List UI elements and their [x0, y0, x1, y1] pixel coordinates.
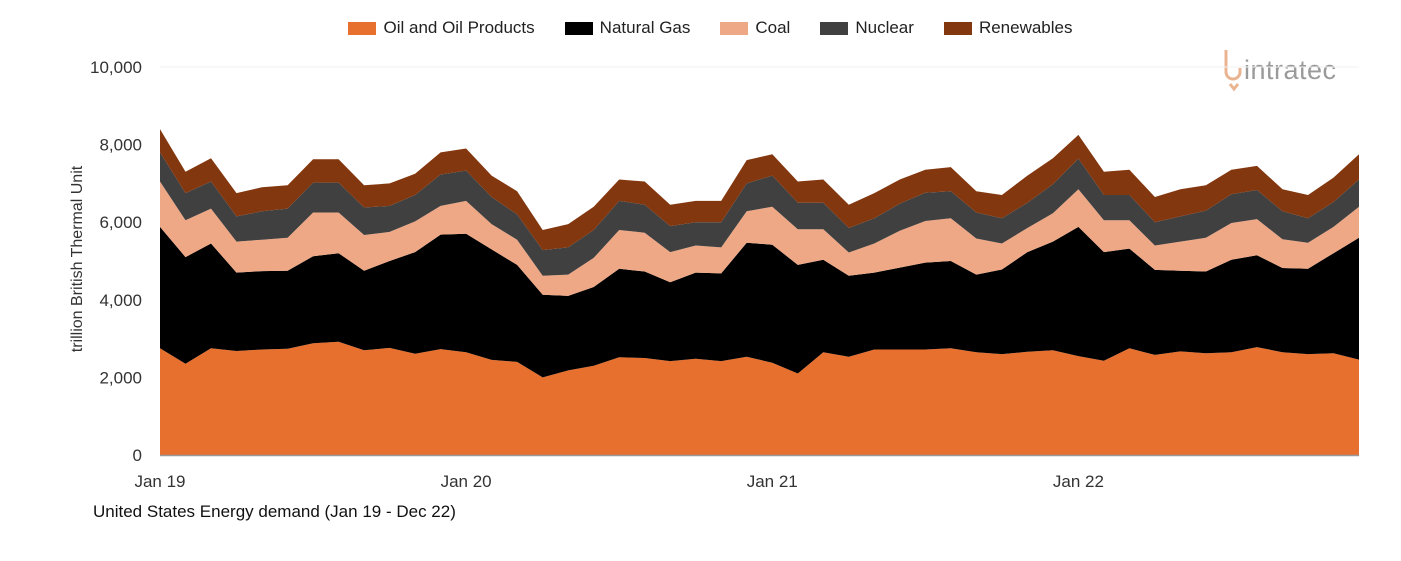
legend-item-renewables[interactable]: Renewables	[943, 18, 1073, 38]
x-tick-label: Jan 22	[1053, 472, 1104, 491]
legend-item-oil[interactable]: Oil and Oil Products	[348, 18, 535, 38]
y-tick-label: 10,000	[90, 58, 142, 77]
legend-item-gas[interactable]: Natural Gas	[564, 18, 691, 38]
legend-item-coal[interactable]: Coal	[720, 18, 790, 38]
legend-item-nuclear[interactable]: Nuclear	[820, 18, 914, 38]
area-natural-gas	[160, 226, 1359, 378]
y-tick-label: 4,000	[99, 291, 142, 310]
area-oil-and-oil-products	[160, 341, 1359, 455]
y-axis-title: trillion British Thermal Unit	[69, 165, 86, 353]
legend-swatch	[820, 21, 849, 35]
intratec-logo: intratec	[1222, 44, 1337, 96]
x-tick-label: Jan 20	[441, 472, 492, 491]
x-tick-label: Jan 19	[134, 472, 185, 491]
legend-label: Coal	[755, 18, 791, 37]
legend-swatch	[564, 21, 593, 35]
legend-label: Nuclear	[855, 18, 914, 37]
legend-label: Renewables	[978, 18, 1073, 37]
legend-label: Oil and Oil Products	[383, 18, 535, 37]
legend-swatch	[943, 21, 972, 35]
area-renewables	[160, 129, 1359, 251]
legend-swatch	[348, 21, 377, 35]
y-tick-label: 8,000	[99, 136, 142, 155]
legend-label: Natural Gas	[599, 18, 691, 37]
y-tick-label: 6,000	[99, 213, 142, 232]
area-nuclear	[160, 152, 1359, 276]
y-tick-label: 0	[133, 446, 142, 465]
logo-text: intratec	[1244, 54, 1337, 85]
area-coal	[160, 181, 1359, 296]
y-tick-label: 2,000	[99, 368, 142, 387]
legend-swatch	[720, 21, 749, 35]
x-tick-label: Jan 21	[747, 472, 798, 491]
legend: Oil and Oil Products Natural Gas Coal Nu…	[0, 18, 1401, 38]
chart-title: United States Energy demand (Jan 19 - De…	[93, 502, 456, 521]
logo-icon	[1224, 50, 1242, 92]
